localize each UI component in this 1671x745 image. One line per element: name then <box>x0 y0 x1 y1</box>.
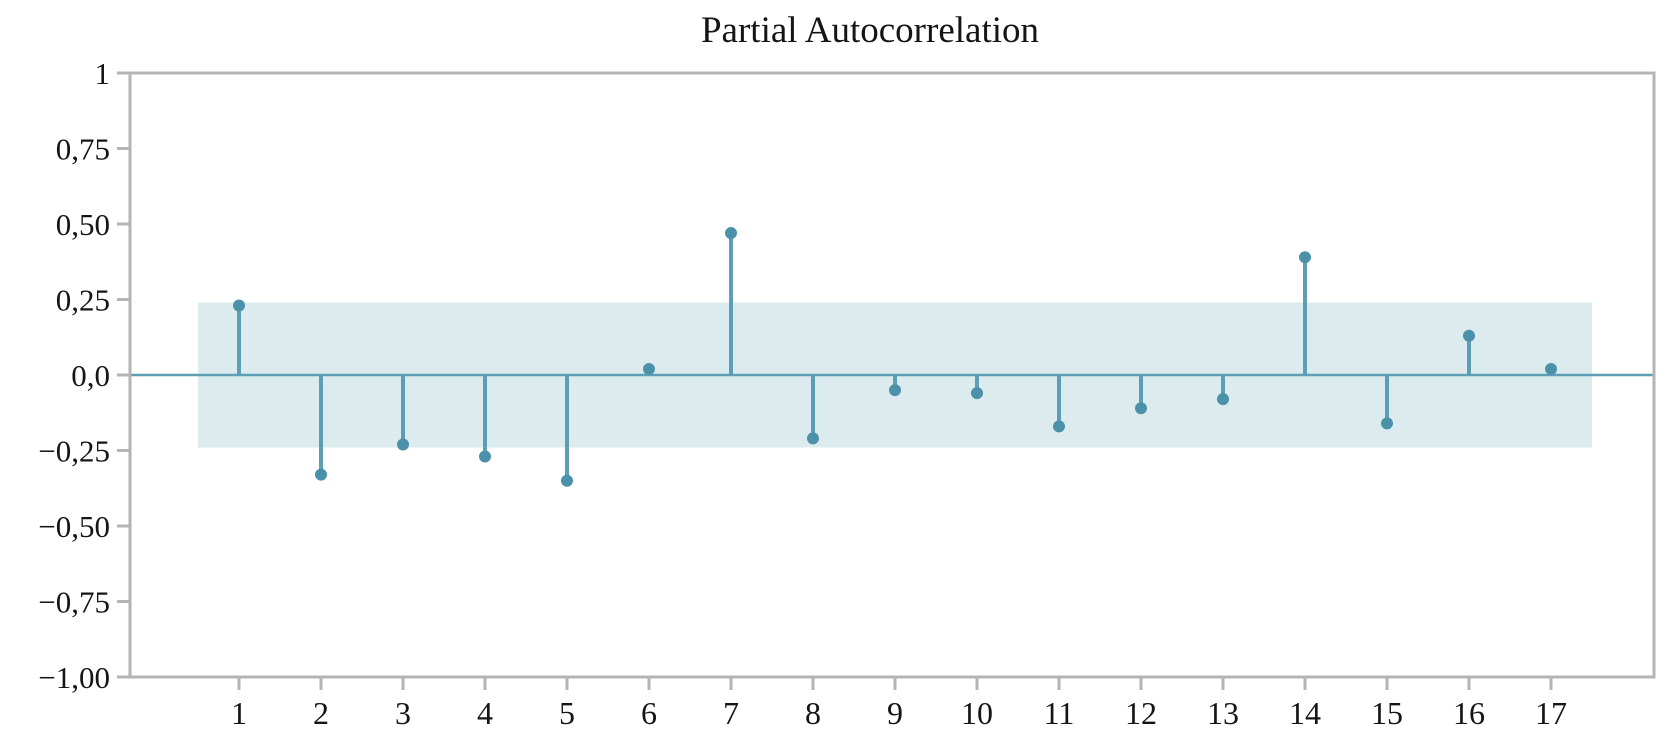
x-tick-label: 16 <box>1453 695 1485 731</box>
stem-marker-lag-2 <box>315 468 327 481</box>
x-tick-label: 2 <box>313 695 329 731</box>
y-tick-label: 0,50 <box>56 207 110 242</box>
x-tick-label: 1 <box>231 695 247 731</box>
stem-marker-lag-14 <box>1299 251 1311 264</box>
x-tick-label: 12 <box>1125 695 1157 731</box>
stem-marker-lag-4 <box>479 450 491 463</box>
stem-marker-lag-9 <box>889 384 901 397</box>
x-tick-label: 10 <box>961 695 993 731</box>
x-tick-label: 13 <box>1207 695 1239 731</box>
stem-marker-lag-6 <box>643 362 655 375</box>
x-tick-label: 11 <box>1044 695 1075 731</box>
x-tick-label: 5 <box>559 695 575 731</box>
stem-marker-lag-10 <box>971 387 983 400</box>
y-tick-label: −1,00 <box>38 660 110 695</box>
stem-marker-lag-1 <box>233 299 245 312</box>
stem-marker-lag-8 <box>807 432 819 445</box>
y-tick-label: 1 <box>95 56 111 91</box>
stem-series <box>233 227 1557 487</box>
x-tick-label: 15 <box>1371 695 1403 731</box>
x-tick-label: 7 <box>723 695 739 731</box>
stem-marker-lag-7 <box>725 227 737 240</box>
stem-marker-lag-16 <box>1463 329 1475 342</box>
x-tick-label: 3 <box>395 695 411 731</box>
y-tick-label: −0,75 <box>38 585 110 620</box>
x-tick-label: 14 <box>1289 695 1321 731</box>
y-tick-label: −0,25 <box>38 434 110 469</box>
stem-marker-lag-3 <box>397 438 409 451</box>
y-tick-label: −0,50 <box>38 509 110 544</box>
stem-marker-lag-13 <box>1217 393 1229 406</box>
stem-marker-lag-5 <box>561 474 573 487</box>
y-tick-label: 0,0 <box>71 358 110 393</box>
x-tick-label: 9 <box>887 695 903 731</box>
y-tick-label: 0,75 <box>56 132 110 167</box>
x-tick-label: 17 <box>1535 695 1567 731</box>
x-tick-label: 4 <box>477 695 493 731</box>
y-axis: 1 0,75 0,50 0,25 0,0 −0,25 −0,50 −0,75 −1,00 <box>38 56 130 695</box>
x-tick-label: 8 <box>805 695 821 731</box>
stem-marker-lag-17 <box>1545 362 1557 375</box>
stem-marker-lag-15 <box>1381 417 1393 430</box>
stem-marker-lag-11 <box>1053 420 1065 433</box>
x-tick-label: 6 <box>641 695 657 731</box>
stem-marker-lag-12 <box>1135 402 1147 415</box>
x-axis: 1 2 3 4 5 6 7 8 9 10 11 12 13 14 15 16 17 <box>231 677 1567 731</box>
y-tick-label: 0,25 <box>56 283 110 318</box>
chart-title: Partial Autocorrelation <box>701 10 1039 51</box>
